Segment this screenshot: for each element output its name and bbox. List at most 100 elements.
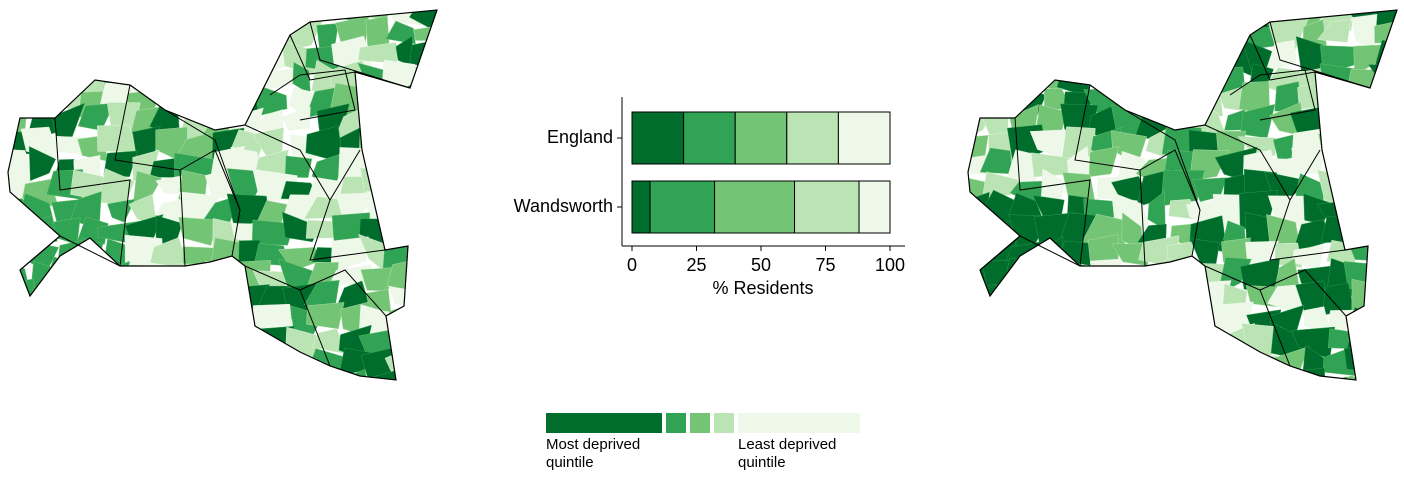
map-cell (254, 366, 285, 380)
map-cell (1160, 277, 1200, 316)
map-cell (1399, 182, 1404, 200)
map-cell (1373, 102, 1397, 135)
map-left (7, 0, 475, 427)
map-cell (8, 21, 35, 54)
map-cell (435, 124, 437, 160)
map-cell (1081, 57, 1115, 86)
map-cell (980, 21, 1021, 50)
map-cell (388, 285, 425, 310)
map-cell (1109, 304, 1147, 330)
map-cell (439, 0, 474, 27)
map-cell (979, 307, 1012, 336)
map-cell (1059, 23, 1099, 51)
map-cell (1398, 193, 1404, 232)
x-tick-label: 75 (815, 255, 835, 275)
map-cell (1139, 290, 1173, 317)
map-cell (1219, 10, 1257, 35)
map-cell (70, 367, 111, 380)
map-cell (1243, 396, 1284, 425)
map-cell (1004, 10, 1046, 29)
map-cell (51, 279, 84, 320)
map-cell (968, 37, 993, 78)
map-cell (1063, 309, 1091, 333)
map-cell (1135, 324, 1177, 360)
map-cell (359, 390, 392, 427)
map-cell (1265, 39, 1297, 73)
map-cell (1368, 83, 1397, 120)
map-cell (387, 123, 416, 167)
map-cell (438, 283, 475, 314)
map-cell (1013, 279, 1045, 317)
map-cell (96, 375, 142, 380)
map-cell (304, 10, 338, 19)
map-cell (444, 219, 465, 243)
map-cell (409, 130, 437, 161)
map-cell (1401, 150, 1404, 178)
map-border (1074, 84, 1146, 267)
map-cell (70, 388, 114, 426)
map-cell (1174, 259, 1196, 295)
map-cell (211, 46, 234, 70)
map-cell (386, 379, 426, 380)
map-cell (253, 352, 289, 380)
map-cell (333, 389, 376, 422)
map-cell (1328, 398, 1352, 421)
map-cell (1016, 321, 1047, 351)
map-cell (8, 300, 32, 339)
map-cell (28, 38, 63, 76)
bar-segment (837, 111, 891, 165)
map-cell (1347, 69, 1386, 90)
map-cell (1036, 280, 1074, 311)
map-cell (204, 10, 244, 33)
map-border (164, 109, 241, 257)
map-cell (1036, 40, 1069, 70)
map-cell (8, 10, 28, 31)
bar-segment (734, 111, 788, 165)
map-cell (1351, 191, 1382, 230)
map-cell (1110, 10, 1145, 24)
map-cell (1059, 390, 1097, 427)
map-cell (414, 280, 437, 314)
map-cell (336, 368, 372, 380)
map-border (179, 149, 241, 211)
map-cell (8, 326, 32, 354)
map-cell (435, 299, 437, 342)
map-cell (8, 86, 36, 118)
map-cell (387, 114, 417, 144)
y-tick-label: England (547, 127, 613, 147)
map-cell (968, 309, 997, 336)
map-cell (968, 225, 996, 245)
map-cell (103, 150, 138, 178)
map-cell (1344, 168, 1386, 206)
map-cell (1140, 302, 1179, 341)
map-cell (107, 198, 136, 223)
map-outline (7, 9, 438, 381)
map-cell (1084, 37, 1129, 69)
map-cell (413, 64, 437, 87)
map-cell (22, 354, 57, 375)
map-cell (1400, 398, 1404, 424)
map-cell (230, 35, 264, 68)
map-cell (1190, 394, 1230, 425)
map-cell (1344, 400, 1379, 427)
map-cell (1295, 388, 1335, 426)
map-cell (1214, 367, 1257, 380)
map-cell (18, 379, 56, 380)
map-cell (1200, 371, 1223, 380)
map-cell (125, 264, 166, 296)
map-cell (1328, 375, 1353, 380)
map-cell (980, 59, 1018, 86)
map-cell (1369, 196, 1397, 227)
map-cell (98, 355, 141, 374)
map-cell (1350, 13, 1378, 51)
map-cell (985, 92, 1016, 115)
map-cell (174, 323, 211, 358)
map-cell (52, 373, 86, 380)
map-cell (73, 45, 110, 63)
map-cell (154, 10, 188, 29)
map-cell (1166, 395, 1204, 419)
map-border (1204, 124, 1321, 201)
legend-swatch (546, 413, 662, 433)
map-cell (1013, 376, 1047, 380)
map-cell (1370, 369, 1397, 380)
